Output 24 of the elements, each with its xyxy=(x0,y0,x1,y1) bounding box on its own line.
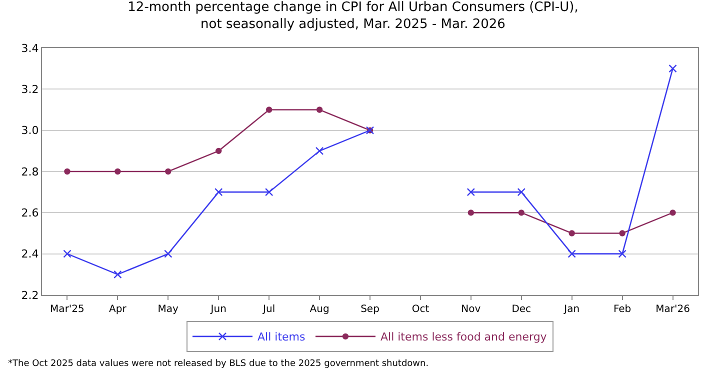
x-tick-label: Mar'25 xyxy=(50,304,84,315)
y-tick-label: 2.4 xyxy=(21,248,39,261)
y-tick-label: 2.6 xyxy=(21,206,39,220)
x-tick-label: Apr xyxy=(109,304,128,315)
x-tick-label: Nov xyxy=(461,304,481,315)
y-tick-label: 3.4 xyxy=(21,42,39,55)
y-tick-label: 3.0 xyxy=(21,124,39,138)
chart-title: 12-month percentage change in CPI for All Urban Consumers (CPI-U), not seasonally adjusted, Mar. 2025 - Mar. 2026 xyxy=(128,0,578,32)
x-tick-label: Sep xyxy=(360,304,380,315)
x-tick-label: Jun xyxy=(210,304,226,315)
x-tick-label: May xyxy=(158,304,179,315)
x-tick-label: Aug xyxy=(310,304,330,315)
x-tick-label: Jul xyxy=(262,304,276,315)
x-tick-label: Mar'26 xyxy=(656,304,690,315)
x-tick-label: Oct xyxy=(412,304,430,315)
y-tick-label: 2.2 xyxy=(21,288,39,302)
text: All items xyxy=(258,330,306,344)
y-tick-label: 3.2 xyxy=(21,83,39,96)
text: All items less food and energy xyxy=(380,330,548,344)
x-tick-label: Dec xyxy=(512,304,532,315)
x-tick-label: Feb xyxy=(613,304,632,315)
y-tick-label: 2.8 xyxy=(21,165,39,178)
text: *The Oct 2025 data values were not released by BLS due to the 2025 government shutdown. xyxy=(8,359,429,369)
x-tick-label: Jan xyxy=(563,304,580,315)
